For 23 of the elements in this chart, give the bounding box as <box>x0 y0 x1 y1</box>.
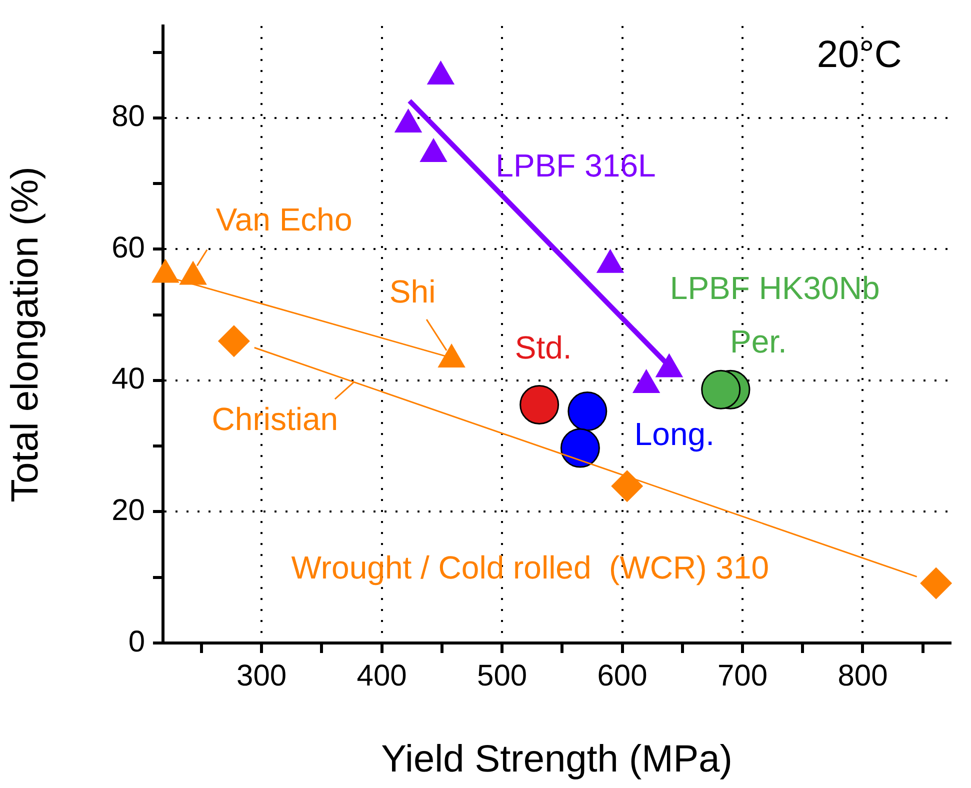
series-label: Van Echo <box>216 202 352 238</box>
y-tick-label: 0 <box>128 625 145 658</box>
series-label: Per. <box>730 323 787 360</box>
annotation: Wrought / Cold rolled (WCR) 310 <box>291 550 770 586</box>
series-label: Shi <box>389 273 436 310</box>
series-label: Christian <box>212 400 338 437</box>
annotation: LPBF HK30Nb <box>670 270 880 306</box>
series-label: LPBF 316L <box>496 147 656 184</box>
x-axis-title: Yield Strength (MPa) <box>381 738 732 781</box>
y-tick-label: 20 <box>112 494 145 527</box>
x-tick-label: 300 <box>236 659 287 692</box>
y-axis-title: Total elongation (%) <box>4 166 46 502</box>
x-tick-label: 500 <box>477 659 528 692</box>
x-tick-label: 700 <box>717 659 768 692</box>
y-tick-label: 40 <box>112 362 145 396</box>
series-label: Long. <box>634 416 714 452</box>
series-label: Std. <box>514 330 572 366</box>
x-tick-label: 600 <box>597 659 648 692</box>
y-tick-label: 80 <box>112 100 145 134</box>
x-tick-label: 400 <box>356 659 407 692</box>
y-tick-label: 60 <box>112 231 145 264</box>
annotation: 20°C <box>816 34 902 76</box>
x-tick-label: 800 <box>838 659 888 692</box>
